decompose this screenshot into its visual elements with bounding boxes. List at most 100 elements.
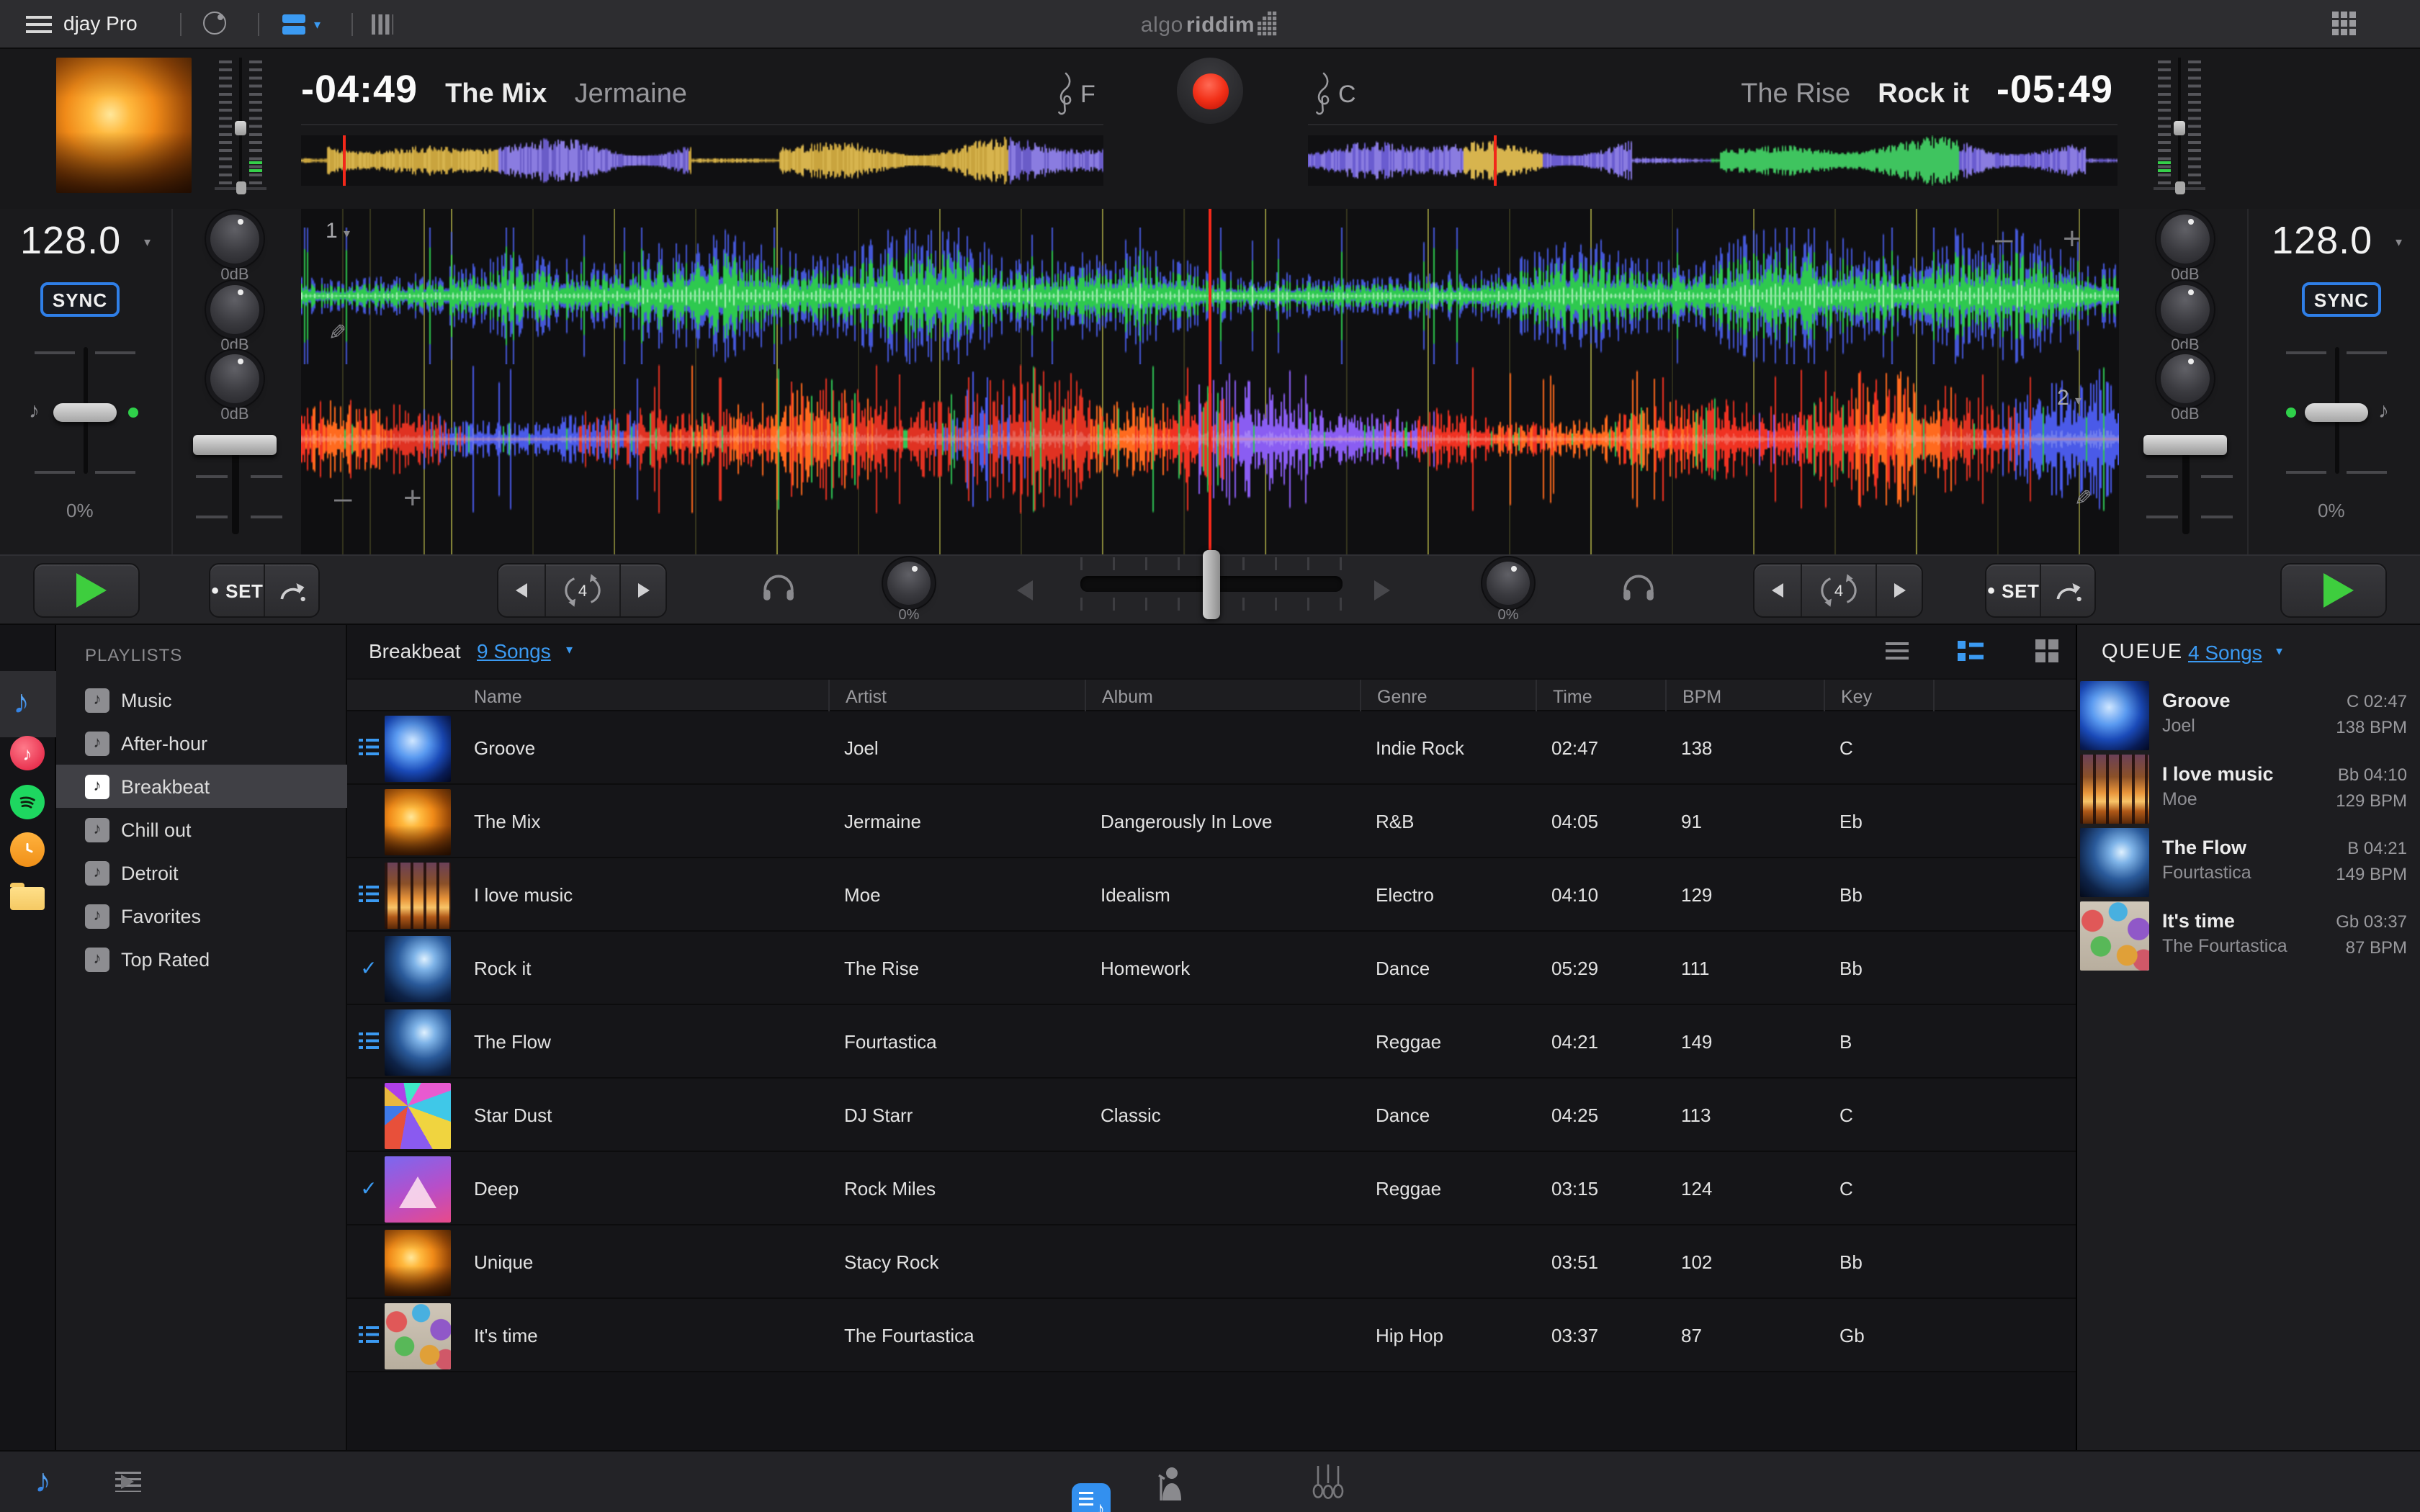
deck-b-zoom-out-button[interactable]: – bbox=[334, 480, 352, 516]
chevron-down-icon[interactable]: ▾ bbox=[2276, 644, 2283, 658]
table-row[interactable]: Star Dust DJ Starr Classic Dance 04:25 1… bbox=[347, 1079, 2076, 1152]
table-row[interactable]: Groove Joel Indie Rock 02:47 138 C bbox=[347, 711, 2076, 785]
hamburger-menu-icon[interactable] bbox=[26, 16, 52, 33]
deck-b-edit-pencil-icon[interactable]: ✎ bbox=[2074, 487, 2093, 511]
deck-a-loop-double-button[interactable] bbox=[619, 564, 666, 616]
deck-a-waveform-overview[interactable] bbox=[301, 135, 1103, 186]
playlist-item[interactable]: ♪ Music bbox=[56, 678, 347, 721]
deck-a-eq-knob-2[interactable] bbox=[210, 285, 259, 334]
deck-a-headphone-cue-icon[interactable] bbox=[761, 572, 797, 602]
column-header-genre[interactable]: Genre bbox=[1360, 680, 1536, 713]
deck-b-volume-fader[interactable] bbox=[2143, 435, 2227, 455]
deck-a-beat-number[interactable]: 1 ▾ bbox=[326, 219, 351, 243]
deck-b-bpm-value[interactable]: 128.0 bbox=[2272, 219, 2373, 262]
list-view-button[interactable] bbox=[1886, 642, 1909, 660]
table-row[interactable]: Rock it The Rise Homework Dance 05:29 11… bbox=[347, 932, 2076, 1005]
column-header-artist[interactable]: Artist bbox=[828, 680, 1085, 713]
deck-b-loop-double-button[interactable] bbox=[1876, 564, 1922, 616]
deck-a-key[interactable]: F bbox=[1056, 72, 1095, 117]
deck-layout-icon[interactable] bbox=[282, 14, 305, 35]
deck-b-beat-number[interactable]: 2 ▾ bbox=[2057, 386, 2082, 410]
history-clock-icon[interactable] bbox=[10, 832, 45, 867]
detail-view-button[interactable] bbox=[1958, 641, 1984, 662]
deck-a-zoom-in-button[interactable]: + bbox=[2063, 220, 2081, 256]
scrolling-waveforms[interactable]: 1 ▾ ✎ – + 2 ▾ ✎ – + bbox=[301, 209, 2119, 554]
music-library-tab-icon[interactable] bbox=[1072, 1483, 1111, 1512]
spotify-icon[interactable] bbox=[10, 785, 45, 819]
vocalist-tab-icon[interactable] bbox=[1151, 1463, 1188, 1502]
grid-view-button[interactable] bbox=[2035, 639, 2058, 662]
table-row[interactable]: Deep Rock Miles Reggae 03:15 124 C bbox=[347, 1152, 2076, 1225]
queue-item[interactable]: Groove Joel C 02:47 138 BPM bbox=[2077, 678, 2420, 752]
table-row[interactable]: The Flow Fourtastica Reggae 04:21 149 B bbox=[347, 1005, 2076, 1079]
deck-b-eq-knob-1[interactable] bbox=[2161, 215, 2210, 264]
deck-b-headphone-cue-icon[interactable] bbox=[1621, 572, 1657, 602]
deck-a-eq-knob-3[interactable] bbox=[210, 354, 259, 403]
apps-grid-icon[interactable] bbox=[2332, 12, 2357, 36]
deck-a-sync-button[interactable]: SYNC bbox=[40, 282, 120, 317]
library-note-icon[interactable]: ♪ bbox=[35, 1462, 51, 1499]
deck-a-loop-halve-button[interactable] bbox=[498, 564, 544, 616]
deck-a-volume-fader[interactable] bbox=[193, 435, 277, 455]
crossfade-right-arrow[interactable] bbox=[1374, 580, 1390, 600]
deck-a-filter-knob[interactable] bbox=[887, 562, 931, 605]
deck-b-volume-track[interactable] bbox=[2182, 439, 2190, 534]
deck-b-cue-set-button[interactable]: SET bbox=[1986, 564, 2040, 616]
deck-b-filter-knob[interactable] bbox=[1487, 562, 1530, 605]
deck-a-zoom-out-button[interactable]: – bbox=[1995, 220, 2013, 256]
instruments-tab-icon[interactable] bbox=[1308, 1463, 1348, 1500]
deck-a-pitch-slider[interactable] bbox=[53, 403, 117, 422]
deck-b-sync-button[interactable]: SYNC bbox=[2302, 282, 2381, 317]
deck-b-eq-knob-3[interactable] bbox=[2161, 354, 2210, 403]
chevron-down-icon[interactable]: ▾ bbox=[2396, 235, 2403, 249]
chevron-down-icon[interactable]: ▾ bbox=[566, 642, 573, 657]
folder-icon[interactable] bbox=[10, 883, 45, 910]
sidebar-item-my-music[interactable]: ♪ bbox=[13, 683, 30, 720]
mixer-columns-icon[interactable] bbox=[372, 14, 393, 35]
automix-queue-icon[interactable] bbox=[115, 1472, 141, 1492]
deck-a-loop-button[interactable]: 4 bbox=[544, 564, 619, 616]
deck-a-eq-knob-1[interactable] bbox=[210, 215, 259, 264]
table-row[interactable]: Unique Stacy Rock 03:51 102 Bb bbox=[347, 1225, 2076, 1299]
deck-b-loop-button[interactable]: 4 bbox=[1801, 564, 1876, 616]
chevron-down-icon[interactable]: ▾ bbox=[314, 17, 321, 32]
crossfade-left-arrow[interactable] bbox=[1017, 580, 1033, 600]
table-row[interactable]: The Mix Jermaine Dangerously In Love R&B… bbox=[347, 785, 2076, 858]
deck-b-pitch-slider[interactable] bbox=[2305, 403, 2368, 422]
deck-b-level-meter[interactable] bbox=[2154, 58, 2205, 196]
deck-b-key[interactable]: C bbox=[1314, 72, 1356, 117]
column-header-key[interactable]: Key bbox=[1824, 680, 1933, 713]
deck-b-loop-halve-button[interactable] bbox=[1754, 564, 1801, 616]
apple-music-icon[interactable]: ♪ bbox=[10, 736, 45, 770]
column-header-time[interactable]: Time bbox=[1536, 680, 1665, 713]
record-button[interactable] bbox=[1177, 58, 1243, 124]
column-header-bpm[interactable]: BPM bbox=[1665, 680, 1824, 713]
deck-a-play-button[interactable] bbox=[33, 563, 140, 618]
column-header-name[interactable]: Name bbox=[474, 686, 522, 706]
deck-a-bpm-value[interactable]: 128.0 bbox=[20, 219, 122, 262]
deck-a-volume-track[interactable] bbox=[232, 439, 239, 534]
deck-b-eq-knob-2[interactable] bbox=[2161, 285, 2210, 334]
playlist-item[interactable]: ♪ Chill out bbox=[56, 808, 347, 851]
queue-item[interactable]: It's time The Fourtastica Gb 03:37 87 BP… bbox=[2077, 899, 2420, 972]
playlist-item[interactable]: ♪ Favorites bbox=[56, 894, 347, 937]
playlist-item[interactable]: ♪ Top Rated bbox=[56, 937, 347, 981]
deck-a-cue-set-button[interactable]: SET bbox=[210, 564, 264, 616]
crossfader-handle[interactable] bbox=[1203, 550, 1220, 619]
table-row[interactable]: I love music Moe Idealism Electro 04:10 … bbox=[347, 858, 2076, 932]
table-row[interactable]: It's time The Fourtastica Hip Hop 03:37 … bbox=[347, 1299, 2076, 1372]
deck-a-edit-pencil-icon[interactable]: ✎ bbox=[328, 321, 347, 346]
deck-b-cue-jump-button[interactable] bbox=[2040, 564, 2094, 616]
deck-b-zoom-in-button[interactable]: + bbox=[403, 480, 422, 516]
deck-a-level-meter[interactable] bbox=[215, 58, 266, 196]
queue-item[interactable]: The Flow Fourtastica B 04:21 149 BPM bbox=[2077, 825, 2420, 899]
deck-b-waveform-overview[interactable] bbox=[1308, 135, 2118, 186]
playlist-item[interactable]: ♪ Breakbeat bbox=[56, 765, 347, 808]
turntable-icon[interactable] bbox=[203, 12, 226, 35]
playlist-item[interactable]: ♪ Detroit bbox=[56, 851, 347, 894]
queue-item[interactable]: I love music Moe Bb 04:10 129 BPM bbox=[2077, 752, 2420, 825]
deck-a-cue-jump-button[interactable] bbox=[264, 564, 318, 616]
deck-b-play-button[interactable] bbox=[2280, 563, 2387, 618]
playlist-item[interactable]: ♪ After-hour bbox=[56, 721, 347, 765]
column-header-album[interactable]: Album bbox=[1085, 680, 1360, 713]
